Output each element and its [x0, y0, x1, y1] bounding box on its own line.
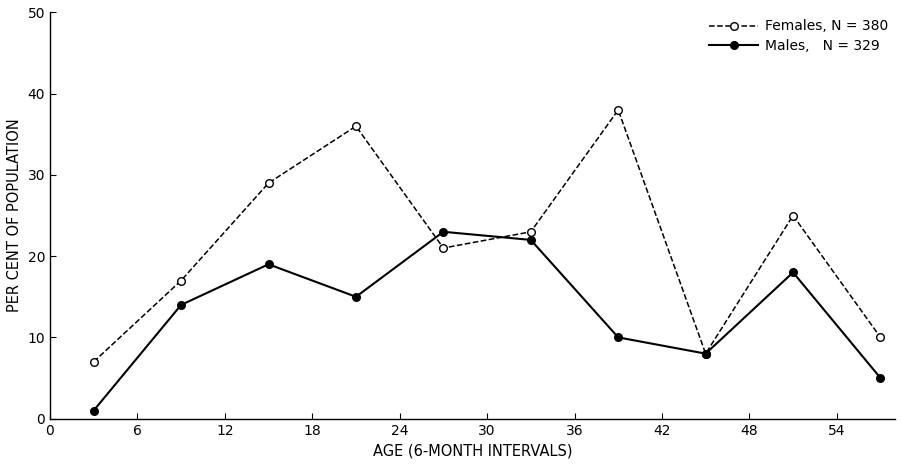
- Males,   N = 329: [263, 261, 274, 267]
- Males,   N = 329: [612, 335, 623, 340]
- Legend: Females, N = 380, Males,   N = 329: Females, N = 380, Males, N = 329: [709, 20, 888, 53]
- Y-axis label: PER CENT OF POPULATION: PER CENT OF POPULATION: [7, 119, 22, 312]
- Males,   N = 329: [351, 294, 362, 299]
- Females, N = 380: [263, 180, 274, 186]
- Line: Males,   N = 329: Males, N = 329: [90, 228, 884, 414]
- Females, N = 380: [875, 335, 886, 340]
- Females, N = 380: [525, 229, 536, 234]
- Males,   N = 329: [176, 302, 187, 308]
- Females, N = 380: [176, 278, 187, 283]
- Females, N = 380: [438, 245, 449, 251]
- Males,   N = 329: [700, 351, 711, 357]
- Females, N = 380: [700, 351, 711, 357]
- Females, N = 380: [88, 359, 99, 365]
- Males,   N = 329: [875, 375, 886, 381]
- Females, N = 380: [787, 213, 798, 219]
- Males,   N = 329: [438, 229, 449, 234]
- Females, N = 380: [351, 123, 362, 129]
- Males,   N = 329: [88, 408, 99, 413]
- Line: Females, N = 380: Females, N = 380: [90, 106, 884, 365]
- Males,   N = 329: [787, 270, 798, 275]
- X-axis label: AGE (6-MONTH INTERVALS): AGE (6-MONTH INTERVALS): [373, 443, 572, 458]
- Males,   N = 329: [525, 237, 536, 243]
- Females, N = 380: [612, 107, 623, 113]
